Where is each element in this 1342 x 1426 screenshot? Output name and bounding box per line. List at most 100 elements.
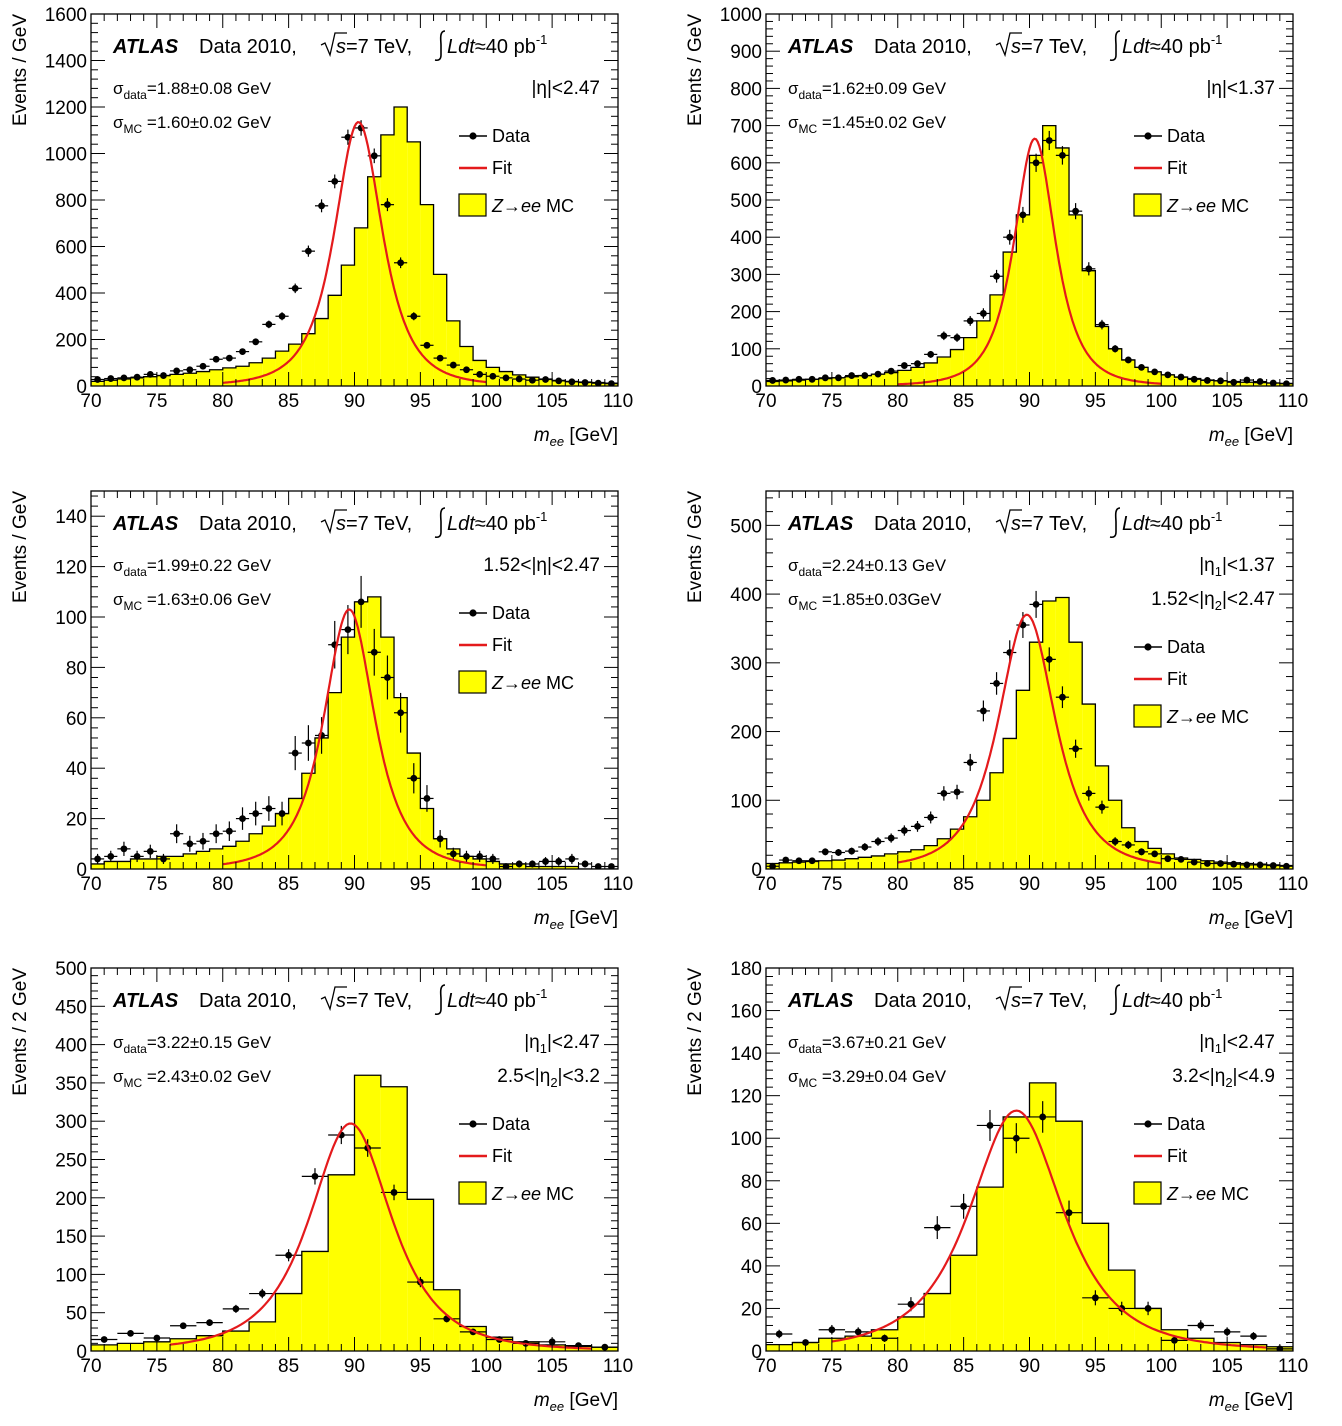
mc-bin: [367, 596, 381, 869]
mc-bin: [354, 227, 368, 386]
mc-bin: [1174, 858, 1188, 869]
x-tick-label: 95: [410, 1356, 431, 1377]
atlas-label: ATLAS: [787, 36, 854, 58]
atlas-label: ATLAS: [787, 990, 854, 1012]
integral-icon: [434, 984, 446, 1016]
x-axis-label: mee [GeV]: [534, 425, 618, 449]
mc-bin: [1095, 326, 1109, 386]
data-point: [1012, 1134, 1020, 1142]
legend-mc-math: Z→ee: [491, 196, 541, 216]
region-sub: 1: [540, 1041, 547, 1056]
y-tick-label: 20: [66, 810, 87, 831]
lumi-L: L: [1122, 990, 1133, 1012]
x-tick-label: 95: [1085, 874, 1106, 895]
data-point: [186, 366, 194, 374]
sqrt-icon: [320, 509, 347, 535]
data-point: [120, 374, 128, 382]
mc-bin: [858, 375, 872, 386]
region-text: |η: [1199, 1032, 1215, 1053]
x-tick-label: 90: [1019, 1356, 1040, 1377]
lumi-label: Ldt≈40 pb-1: [1122, 509, 1222, 535]
data-point: [1243, 861, 1251, 869]
x-tick-label: 105: [1211, 391, 1243, 412]
stat-symbol: σ: [788, 590, 799, 609]
y-axis-label: Events / 2 GeV: [10, 968, 31, 1096]
x-tick-label: 105: [536, 1356, 568, 1377]
y-tick-label: 140: [730, 1044, 762, 1065]
mc-bin: [910, 367, 925, 386]
data-point: [489, 855, 497, 863]
data-point: [1006, 233, 1014, 241]
mc-bin: [792, 380, 806, 386]
data-point: [1091, 1294, 1099, 1302]
stat-sub: data: [799, 1042, 823, 1056]
lumi-label: Ldt≈40 pb-1: [447, 509, 547, 535]
mc-bin: [196, 371, 210, 386]
data-point: [1171, 1336, 1178, 1344]
stat-value: =1.85±0.03GeV: [817, 590, 942, 609]
fit-curve: [831, 1109, 1267, 1349]
mc-bin: [91, 863, 105, 869]
x-tick-label: 90: [344, 874, 365, 895]
sqrt-icon: [995, 509, 1022, 535]
y-tick-label: 300: [730, 265, 762, 286]
data-point: [1032, 601, 1040, 608]
data-point: [265, 805, 273, 812]
mc-bin: [275, 813, 289, 869]
x-tick-label: 85: [278, 391, 299, 412]
data-point: [100, 1336, 108, 1343]
region-sub: 1: [1215, 1041, 1222, 1056]
mc-bin: [104, 861, 118, 869]
data-point: [318, 202, 325, 210]
y-tick-label: 900: [730, 42, 762, 63]
x-tick-label: 105: [536, 391, 568, 412]
data-point: [979, 310, 987, 317]
mc-bin: [275, 351, 289, 386]
y-axis-label: Events / 2 GeV: [685, 968, 706, 1096]
data-point: [1072, 745, 1080, 753]
data-point: [986, 1122, 994, 1129]
mc-bin: [262, 826, 276, 869]
data-point: [782, 856, 790, 864]
data-point: [1144, 1305, 1152, 1312]
x-tick-label: 85: [278, 1356, 299, 1377]
data-point: [1203, 377, 1211, 384]
lumi-value: ≈40 pb: [1150, 513, 1211, 535]
atlas-label: ATLAS: [112, 990, 179, 1012]
data-point: [953, 788, 961, 796]
data-point: [311, 1172, 319, 1180]
x-tick-label: 110: [603, 874, 633, 895]
data-point: [1151, 368, 1159, 376]
x-tick-label: 70: [755, 874, 776, 895]
x-axis-label-sub: ee: [550, 1399, 564, 1414]
data-point: [225, 354, 233, 362]
data-point: [1059, 693, 1066, 701]
energy-label: =7 TeV,: [1021, 990, 1087, 1012]
data-point: [1072, 207, 1080, 215]
x-tick-label: 110: [1278, 391, 1308, 412]
data-points: [91, 120, 618, 386]
data-point: [397, 709, 405, 717]
y-tick-label: 100: [730, 1129, 762, 1150]
x-axis-label-sub: ee: [1225, 1399, 1239, 1414]
data-point: [232, 1305, 240, 1313]
stat-value: =2.43±0.02 GeV: [142, 1067, 272, 1086]
stat-label: σMC =1.60±0.02 GeV: [113, 113, 272, 136]
x-tick-label: 105: [536, 874, 568, 895]
panel-1: 70 75 80 85 90 95 100 105 110 0 200 400 600 800 1000 12…: [10, 5, 633, 449]
data-point: [1164, 371, 1172, 379]
y-tick-label: 250: [55, 1151, 87, 1172]
stat-symbol: σ: [113, 556, 124, 575]
lumi-label: Ldt≈40 pb-1: [1122, 986, 1222, 1012]
data-point: [769, 377, 776, 384]
data-point: [861, 372, 869, 379]
stat-symbol: σ: [113, 1067, 124, 1086]
data-point: [927, 814, 935, 821]
mc-bin: [1082, 1223, 1109, 1351]
mc-bin: [963, 337, 977, 386]
data-point: [1283, 862, 1290, 869]
y-tick-label: 200: [730, 723, 762, 744]
x-axis-label-unit: [GeV]: [1239, 1390, 1293, 1411]
data-point: [795, 375, 803, 383]
mc-histogram: [91, 596, 618, 869]
